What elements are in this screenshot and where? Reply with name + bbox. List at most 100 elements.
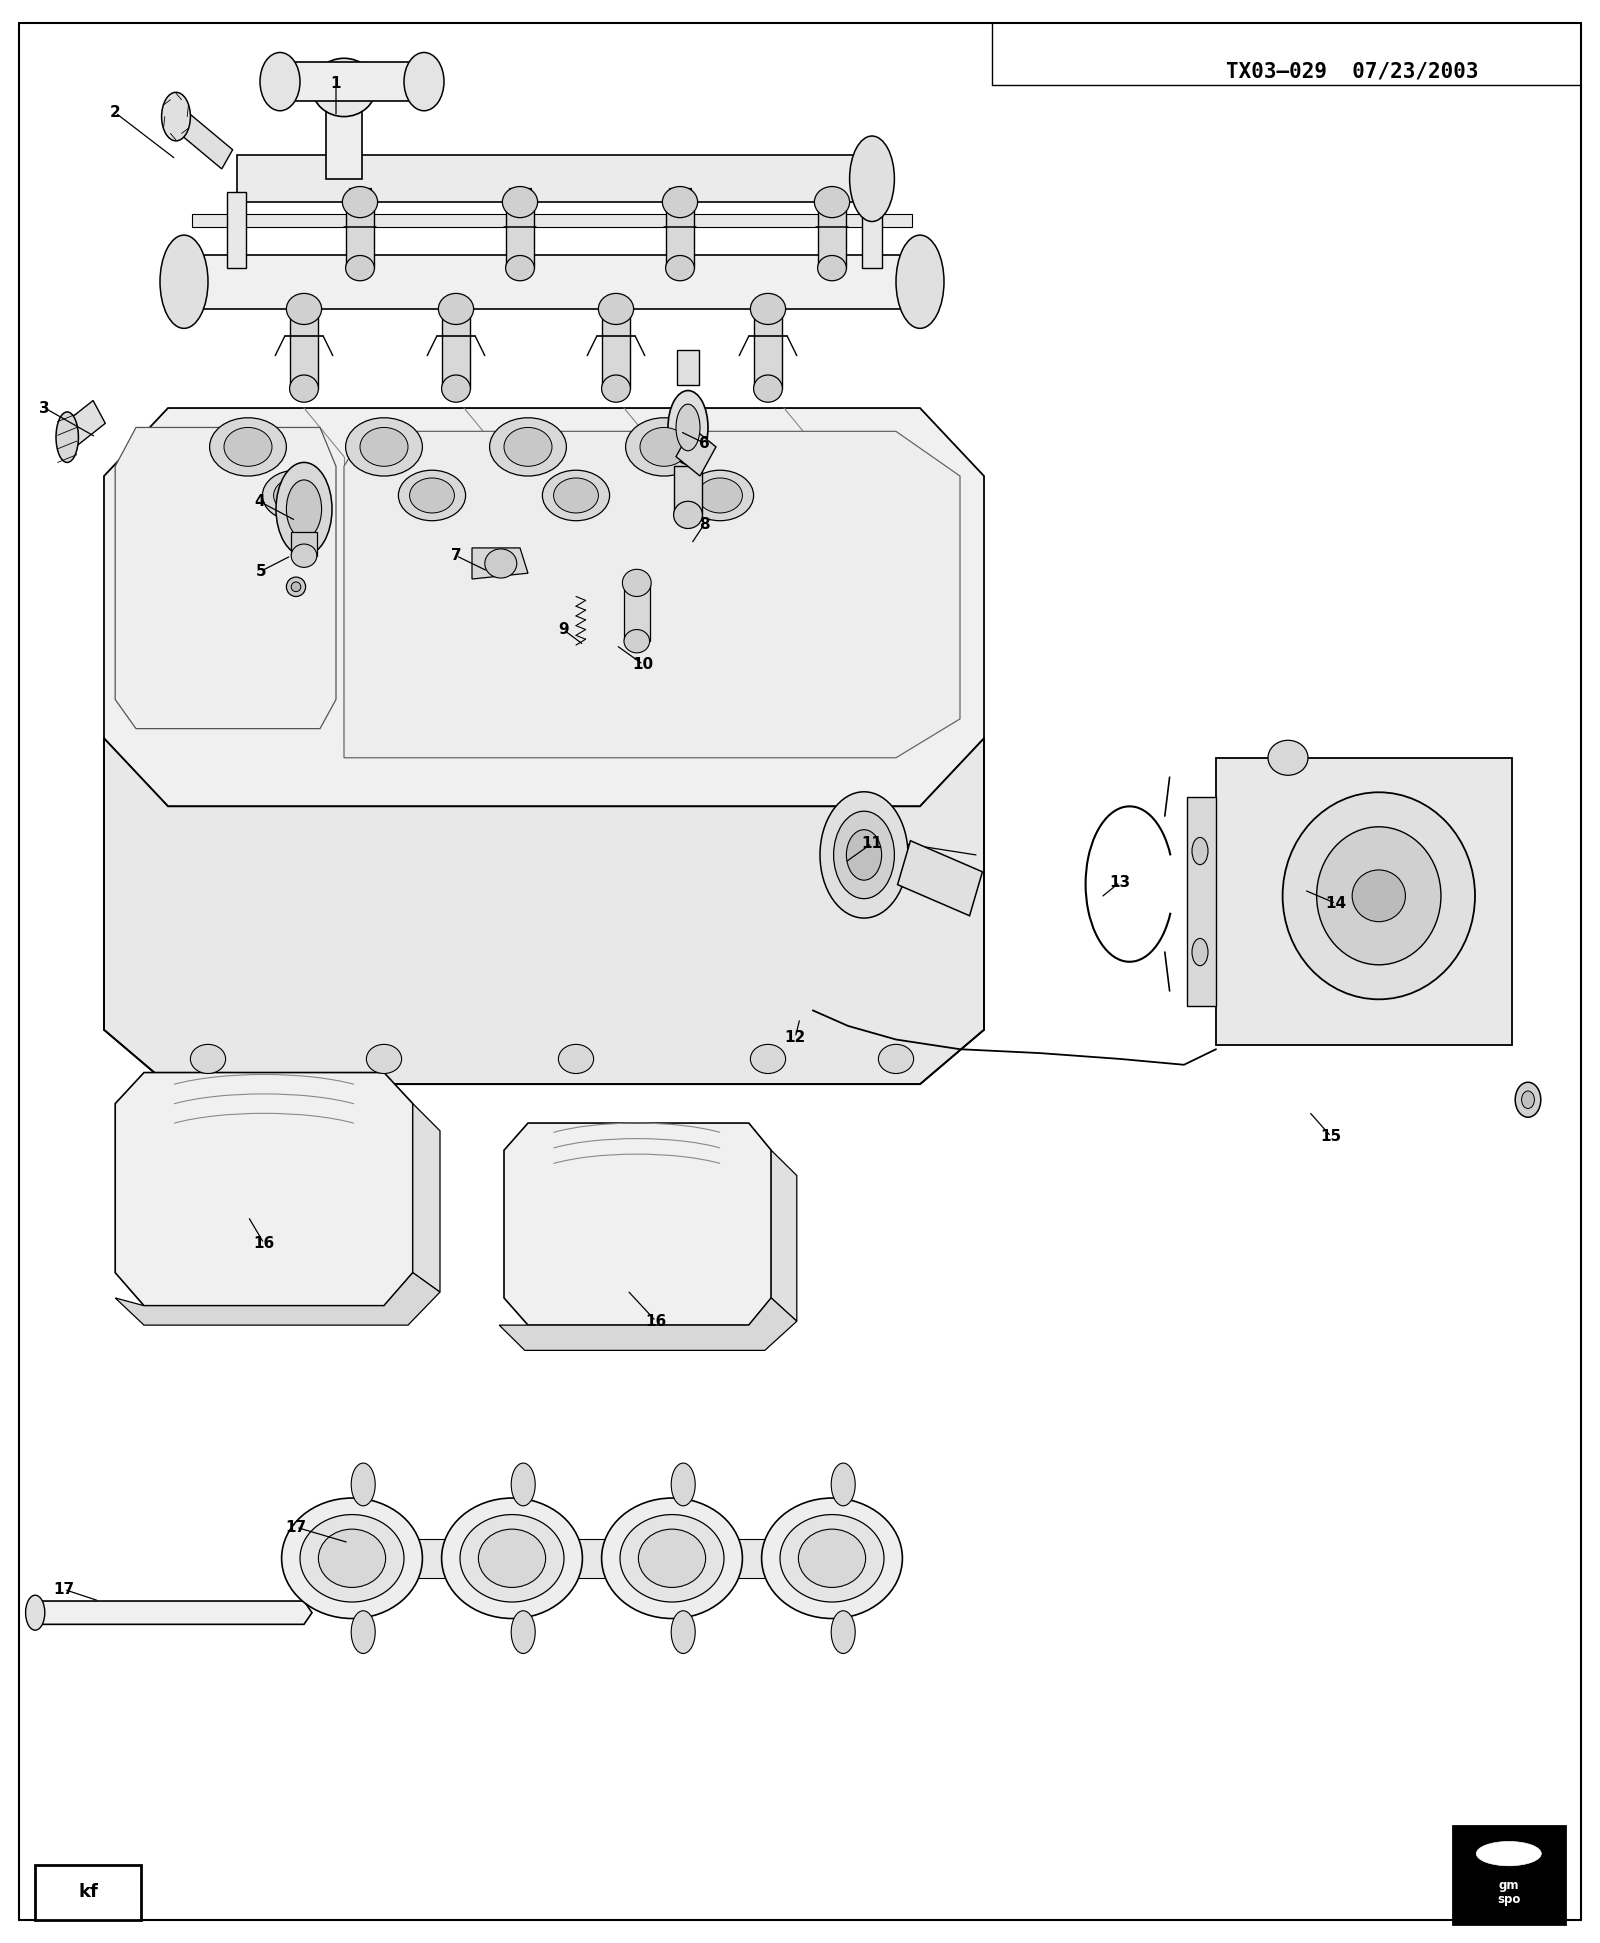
Ellipse shape	[686, 470, 754, 521]
Ellipse shape	[26, 1595, 45, 1630]
Polygon shape	[472, 548, 528, 579]
Polygon shape	[291, 532, 317, 556]
Polygon shape	[602, 309, 630, 389]
Text: 5: 5	[256, 563, 266, 579]
Ellipse shape	[624, 630, 650, 653]
Text: 6: 6	[699, 435, 709, 451]
Ellipse shape	[754, 375, 782, 402]
Polygon shape	[1187, 797, 1216, 1006]
Ellipse shape	[438, 293, 474, 324]
Ellipse shape	[259, 52, 301, 111]
Ellipse shape	[666, 255, 694, 280]
Ellipse shape	[366, 1043, 402, 1073]
Ellipse shape	[1477, 1842, 1541, 1865]
Ellipse shape	[160, 235, 208, 328]
Ellipse shape	[662, 187, 698, 218]
Polygon shape	[624, 583, 650, 641]
Ellipse shape	[1352, 870, 1405, 921]
Polygon shape	[677, 350, 699, 385]
Text: 12: 12	[784, 1030, 806, 1045]
Polygon shape	[227, 192, 246, 268]
Polygon shape	[104, 738, 984, 1084]
Polygon shape	[184, 255, 920, 309]
Bar	[35, 1865, 141, 1920]
Text: 3: 3	[40, 400, 50, 416]
Polygon shape	[346, 202, 374, 268]
Text: 2: 2	[110, 105, 120, 120]
Ellipse shape	[1267, 740, 1309, 775]
Ellipse shape	[621, 1516, 723, 1601]
Polygon shape	[290, 309, 318, 389]
Ellipse shape	[346, 418, 422, 476]
Ellipse shape	[834, 810, 894, 898]
Polygon shape	[666, 202, 694, 268]
Ellipse shape	[286, 480, 322, 538]
Ellipse shape	[781, 1516, 883, 1601]
Polygon shape	[115, 1273, 440, 1325]
Polygon shape	[280, 62, 424, 101]
Ellipse shape	[1515, 1082, 1541, 1117]
Ellipse shape	[342, 187, 378, 218]
Ellipse shape	[352, 1463, 376, 1506]
Polygon shape	[344, 431, 960, 758]
Text: kf: kf	[78, 1883, 98, 1902]
Ellipse shape	[818, 255, 846, 280]
Ellipse shape	[410, 478, 454, 513]
Ellipse shape	[814, 187, 850, 218]
Polygon shape	[349, 188, 371, 272]
Ellipse shape	[1317, 828, 1442, 966]
Text: 16: 16	[645, 1313, 667, 1329]
Ellipse shape	[896, 235, 944, 328]
Text: 15: 15	[1320, 1129, 1342, 1144]
Text: 13: 13	[1109, 874, 1131, 890]
Ellipse shape	[512, 1611, 534, 1653]
Ellipse shape	[762, 1498, 902, 1619]
Ellipse shape	[403, 52, 445, 111]
Ellipse shape	[485, 548, 517, 579]
Ellipse shape	[442, 375, 470, 402]
Ellipse shape	[224, 427, 272, 466]
Ellipse shape	[1522, 1090, 1534, 1108]
Ellipse shape	[626, 418, 702, 476]
Ellipse shape	[274, 478, 318, 513]
Ellipse shape	[301, 1516, 403, 1601]
Ellipse shape	[1283, 793, 1475, 999]
Ellipse shape	[291, 544, 317, 567]
Ellipse shape	[750, 293, 786, 324]
Text: 7: 7	[451, 548, 461, 563]
Ellipse shape	[352, 1611, 376, 1653]
Ellipse shape	[832, 1463, 856, 1506]
Ellipse shape	[162, 91, 190, 140]
Polygon shape	[754, 309, 782, 389]
Polygon shape	[1216, 758, 1512, 1045]
Polygon shape	[674, 466, 702, 515]
Polygon shape	[898, 841, 982, 915]
Ellipse shape	[1192, 938, 1208, 966]
Ellipse shape	[56, 412, 78, 462]
Ellipse shape	[850, 136, 894, 222]
Polygon shape	[504, 1123, 771, 1325]
Ellipse shape	[346, 255, 374, 280]
Polygon shape	[677, 427, 715, 476]
Polygon shape	[192, 214, 912, 227]
Ellipse shape	[558, 1043, 594, 1073]
Ellipse shape	[1192, 837, 1208, 865]
Ellipse shape	[277, 462, 333, 556]
Polygon shape	[115, 427, 336, 729]
Ellipse shape	[478, 1529, 546, 1587]
Ellipse shape	[290, 375, 318, 402]
Polygon shape	[104, 408, 984, 806]
Bar	[296, 1539, 840, 1578]
Polygon shape	[506, 202, 534, 268]
Ellipse shape	[398, 470, 466, 521]
Ellipse shape	[286, 293, 322, 324]
Text: 17: 17	[285, 1519, 307, 1535]
Polygon shape	[669, 188, 691, 272]
Ellipse shape	[506, 255, 534, 280]
Ellipse shape	[672, 1611, 694, 1653]
Polygon shape	[818, 202, 846, 268]
Polygon shape	[442, 309, 470, 389]
Ellipse shape	[502, 187, 538, 218]
Ellipse shape	[674, 501, 702, 528]
Text: 4: 4	[254, 494, 264, 509]
